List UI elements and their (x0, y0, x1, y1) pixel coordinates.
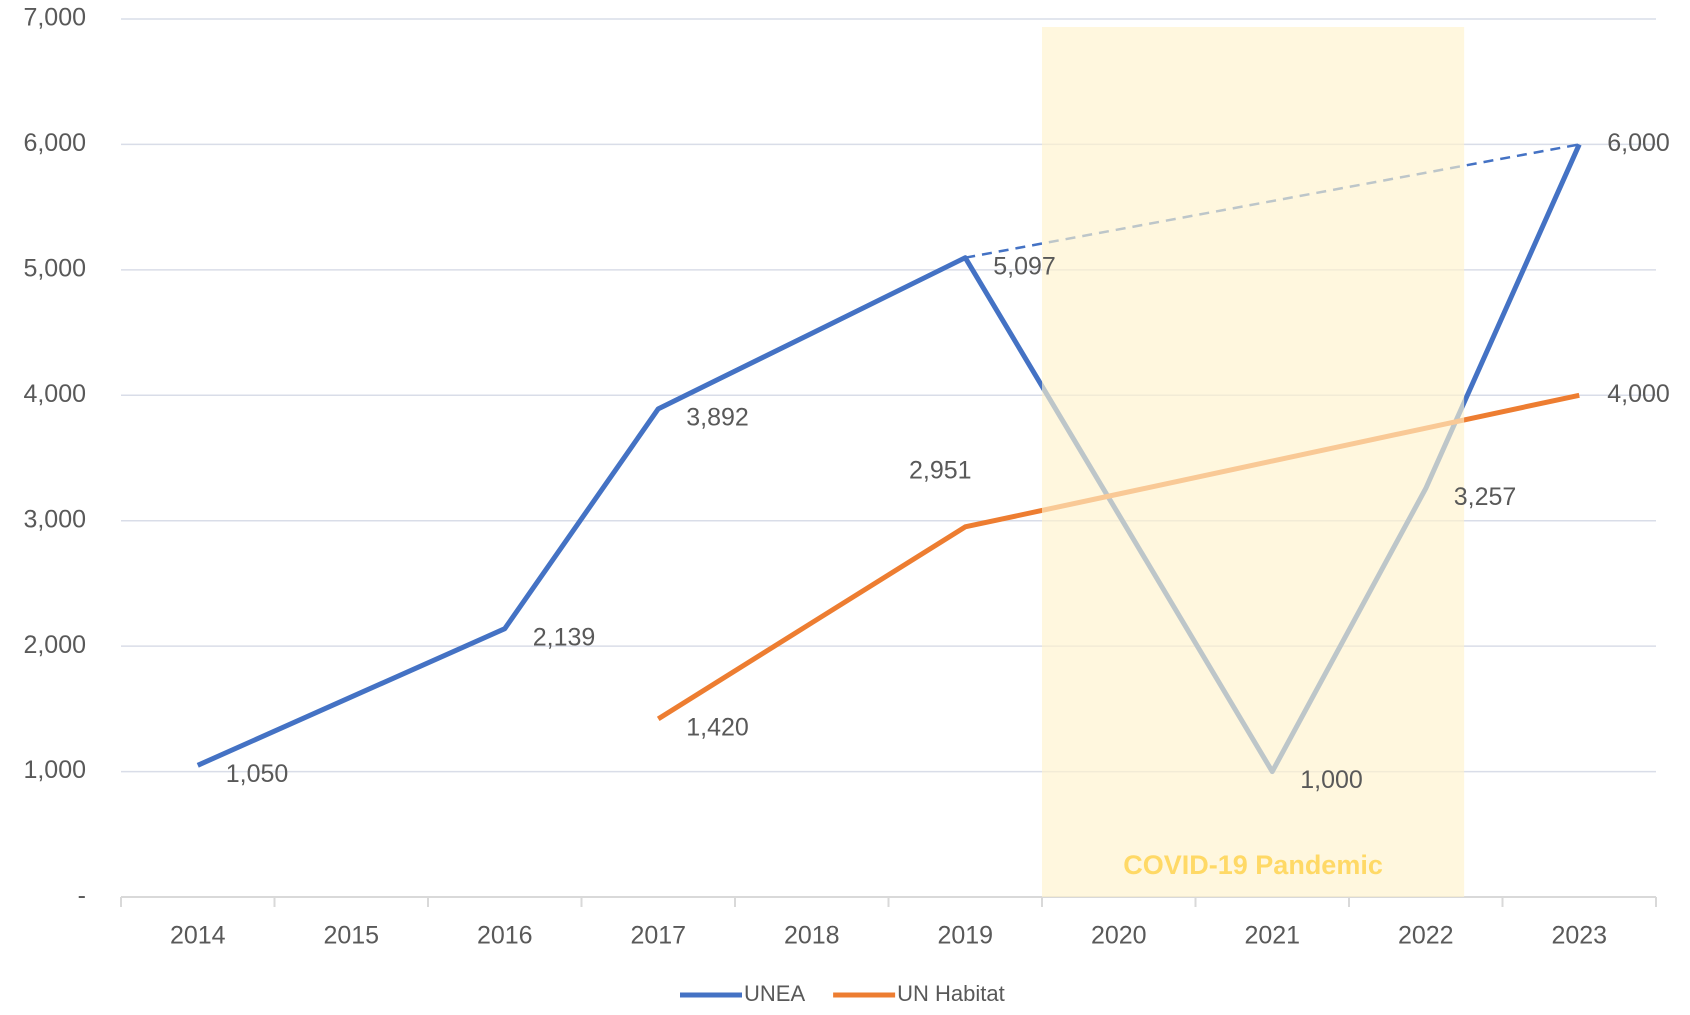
highlight-region (1042, 27, 1465, 897)
y-tick-label: 4,000 (23, 380, 86, 408)
x-tick-label: 2023 (1551, 922, 1607, 950)
x-tick-label: 2015 (323, 922, 379, 950)
legend-label: UN Habitat (897, 981, 1005, 1006)
x-tick-label: 2014 (170, 922, 226, 950)
legend-label: UNEA (744, 981, 805, 1006)
y-tick-label: 6,000 (23, 129, 86, 157)
y-tick-label: 1,000 (23, 756, 86, 784)
x-tick-label: 2022 (1398, 922, 1454, 950)
x-tick-label: 2019 (937, 922, 993, 950)
data-label: 1,420 (686, 714, 749, 742)
data-label: 6,000 (1607, 129, 1670, 157)
y-tick-label: 5,000 (23, 254, 86, 282)
data-label: 3,257 (1454, 483, 1517, 511)
data-label: 1,050 (226, 760, 289, 788)
data-label: 2,951 (909, 456, 972, 484)
y-tick-label: 3,000 (23, 505, 86, 533)
data-label: 1,000 (1300, 766, 1363, 794)
x-tick-label: 2016 (477, 922, 533, 950)
x-tick-label: 2017 (630, 922, 686, 950)
y-tick-label: 7,000 (23, 4, 86, 32)
data-label: 5,097 (993, 252, 1056, 280)
x-tick-label: 2018 (784, 922, 840, 950)
data-label: 3,892 (686, 403, 749, 431)
x-tick-label: 2021 (1244, 922, 1300, 950)
x-tick-label: 2020 (1091, 922, 1147, 950)
data-label: 2,139 (533, 623, 596, 651)
highlight-label: COVID-19 Pandemic (1123, 850, 1383, 880)
y-tick-label: - (78, 882, 86, 910)
data-label: 4,000 (1607, 380, 1670, 408)
y-tick-label: 2,000 (23, 631, 86, 659)
